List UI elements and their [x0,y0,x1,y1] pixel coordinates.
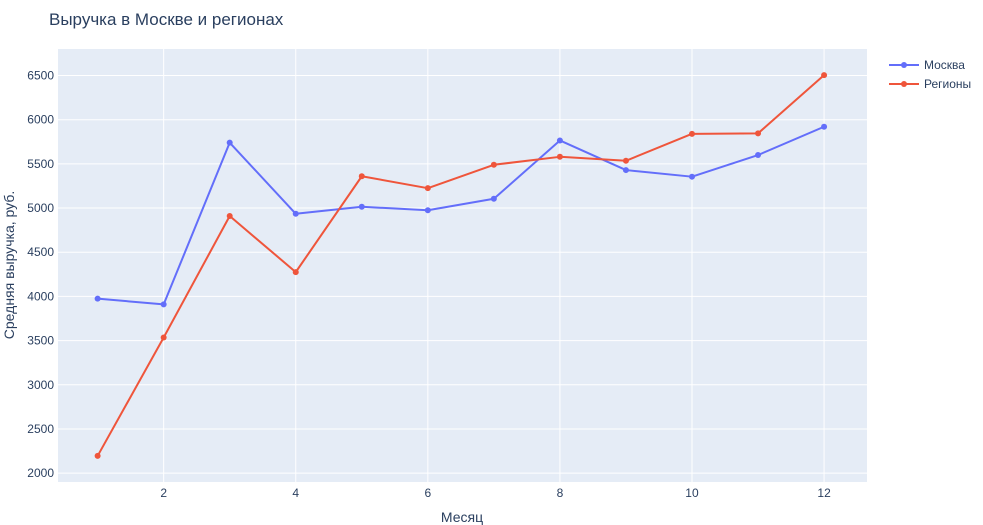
data-point-regions [556,153,563,160]
y-tick-label: 4500 [27,245,54,259]
series-regions [94,72,828,459]
y-axis-ticks: 2000 2500 3000 3500 4000 4500 5000 5500 6000 6500 [27,69,54,481]
data-point-regions [358,173,365,180]
y-tick-label: 2500 [27,422,54,436]
x-tick-label: 8 [557,486,564,500]
x-axis-ticks: 2 4 6 8 10 12 [160,486,831,500]
data-point-moscow [821,123,828,130]
data-point-moscow [424,207,431,214]
data-point-regions [160,334,167,341]
data-point-regions [821,72,828,79]
data-point-moscow [490,195,497,202]
data-point-regions [755,130,762,137]
legend-marker-moscow [901,62,907,68]
data-point-moscow [226,139,233,146]
data-point-regions [292,269,299,276]
data-point-moscow [755,152,762,159]
y-tick-label: 5500 [27,157,54,171]
gridlines [58,49,867,482]
data-point-regions [94,452,101,459]
data-point-regions [688,130,695,137]
data-point-moscow [292,210,299,217]
y-tick-label: 3000 [27,378,54,392]
chart-title: Выручка в Москве и регионах [49,10,284,29]
legend[interactable]: Москва Регионы [889,58,971,91]
legend-label-regions: Регионы [924,77,971,91]
y-tick-label: 6000 [27,113,54,127]
data-point-regions [424,185,431,192]
data-point-regions [490,161,497,168]
x-tick-label: 12 [817,486,831,500]
data-point-moscow [94,295,101,302]
legend-label-moscow: Москва [924,58,965,72]
y-tick-label: 6500 [27,69,54,83]
data-point-moscow [160,301,167,308]
plot-area [58,49,867,482]
data-point-moscow [556,137,563,144]
y-tick-label: 3500 [27,334,54,348]
x-axis-title: Месяц [441,509,483,525]
legend-item-moscow[interactable]: Москва [889,58,965,72]
y-axis-title: Средняя выручка, руб. [1,191,17,339]
data-point-regions [622,157,629,164]
series-line-regions [96,74,825,457]
data-point-moscow [358,203,365,210]
y-tick-label: 2000 [27,466,54,480]
y-tick-label: 5000 [27,201,54,215]
data-point-moscow [688,173,695,180]
data-point-moscow [622,167,629,174]
x-tick-label: 2 [160,486,167,500]
series-moscow [94,123,828,308]
series-layer [94,72,828,459]
legend-item-regions[interactable]: Регионы [889,77,971,91]
data-point-regions [226,213,233,220]
legend-marker-regions [901,81,907,87]
x-tick-label: 4 [292,486,299,500]
x-tick-label: 10 [685,486,699,500]
y-tick-label: 4000 [27,289,54,303]
series-line-moscow [97,125,825,306]
x-tick-label: 6 [424,486,431,500]
